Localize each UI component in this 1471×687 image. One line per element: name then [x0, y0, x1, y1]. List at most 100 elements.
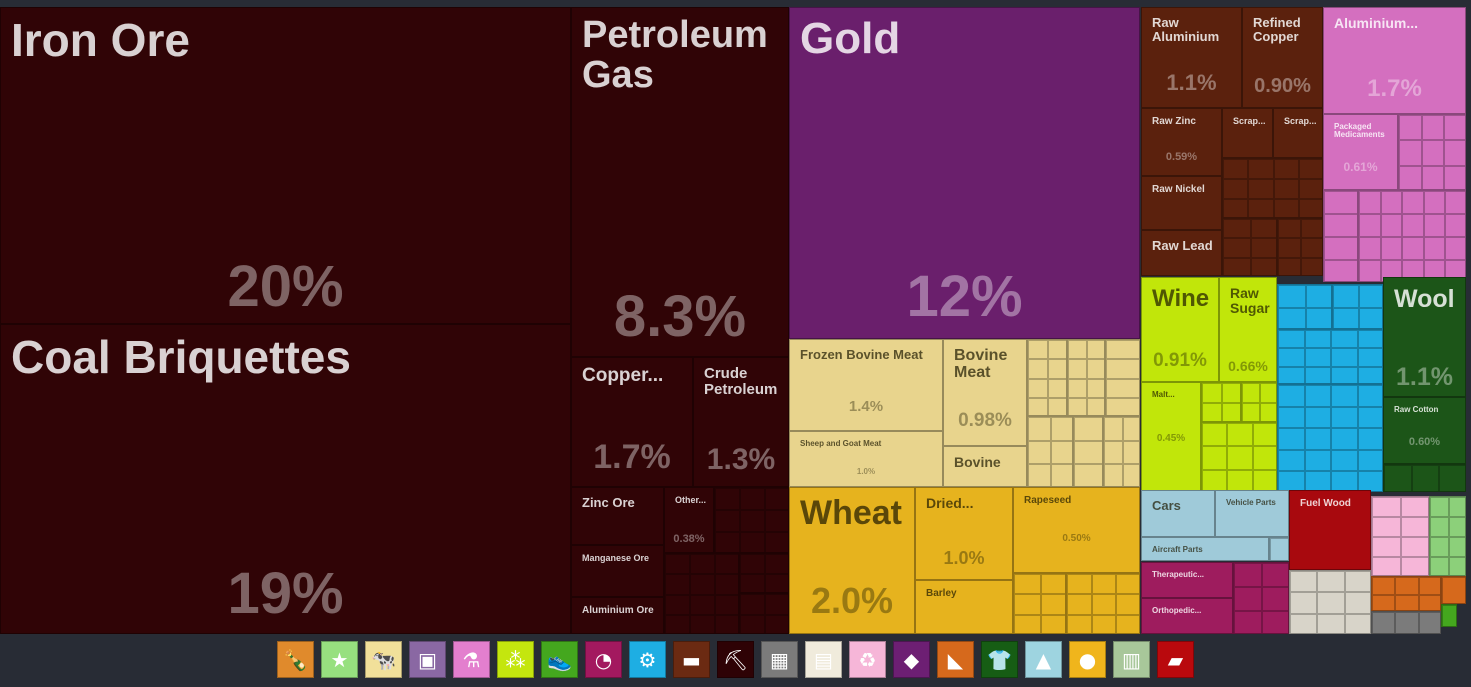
treemap-tile-dried[interactable]: Dried... 1.0%	[915, 487, 1013, 580]
treemap-tile-unlabeled[interactable]	[1073, 416, 1103, 487]
treemap-tile-unlabeled[interactable]	[1371, 576, 1441, 611]
treemap-tile-zinc-ore[interactable]: Zinc Ore	[571, 487, 664, 545]
treemap-tile-petroleum-gas[interactable]: Petroleum Gas 8.3%	[571, 7, 789, 357]
treemap-tile-unlabeled[interactable]	[1323, 190, 1358, 282]
treemap-tile-unlabeled[interactable]	[1222, 158, 1323, 218]
treemap-tile-unlabeled[interactable]	[1105, 339, 1140, 416]
treemap-tile-copper[interactable]: Copper... 1.7%	[571, 357, 693, 487]
treemap-tile-unlabeled[interactable]	[1066, 573, 1140, 634]
treemap-tile-unlabeled[interactable]	[1398, 114, 1466, 190]
treemap-subtile	[1304, 366, 1331, 383]
treemap-tile-scrap[interactable]: Scrap...	[1273, 108, 1323, 158]
treemap-tile-unlabeled[interactable]	[1269, 537, 1289, 561]
treemap-tile-wool[interactable]: Wool 1.1%	[1383, 277, 1466, 397]
tile-label: Vehicle Parts	[1226, 498, 1276, 507]
treemap-subtile	[1357, 385, 1382, 407]
treemap-tile-wheat[interactable]: Wheat 2.0%	[789, 487, 915, 634]
treemap-tile-other[interactable]: Other... 0.38%	[664, 487, 714, 553]
treemap-tile-unlabeled[interactable]	[1371, 611, 1441, 634]
treemap-tile-crude-petroleum[interactable]: Crude Petroleum 1.3%	[693, 357, 789, 487]
treemap-tile-raw-cotton[interactable]: Raw Cotton 0.60%	[1383, 397, 1466, 464]
treemap-tile-unlabeled[interactable]	[1441, 604, 1457, 627]
treemap-tile-bovine[interactable]: Bovine	[943, 446, 1027, 487]
treemap-tile-packaged-medicaments[interactable]: Packaged Medicaments 0.61%	[1323, 114, 1398, 190]
recycle-icon[interactable]: ♻	[849, 641, 886, 678]
treemap-tile-unlabeled[interactable]	[1027, 339, 1067, 416]
treemap-tile-aircraft-parts[interactable]: Aircraft Parts	[1141, 537, 1269, 561]
treemap-tile-raw-nickel[interactable]: Raw Nickel	[1141, 176, 1222, 230]
treemap-tile-unlabeled[interactable]	[1429, 496, 1466, 576]
treemap-tile-gold[interactable]: Gold 12%	[789, 7, 1140, 339]
treemap-tile-unlabeled[interactable]	[1103, 416, 1140, 487]
treemap-tile-frozen-bovine-meat[interactable]: Frozen Bovine Meat 1.4%	[789, 339, 943, 431]
treemap-tile-wine[interactable]: Wine 0.91%	[1141, 277, 1219, 382]
treemap-tile-cars[interactable]: Cars	[1141, 490, 1215, 537]
treemap-tile-bovine-meat[interactable]: Bovine Meat 0.98%	[943, 339, 1027, 446]
treemap-tile-scrap[interactable]: Scrap...	[1222, 108, 1273, 158]
treemap-tile-unlabeled[interactable]	[1013, 573, 1066, 634]
anvil-icon[interactable]: ▬	[673, 641, 710, 678]
scroll-icon[interactable]: ▤	[805, 641, 842, 678]
treemap-tile-fuel-wood[interactable]: Fuel Wood	[1289, 490, 1371, 570]
treemap-tile-unlabeled[interactable]	[1201, 422, 1277, 492]
treemap-tile-raw-aluminium[interactable]: Raw Aluminium 1.1%	[1141, 7, 1242, 108]
treemap-tile-unlabeled[interactable]	[1201, 382, 1241, 422]
treemap-tile-unlabeled[interactable]	[1383, 464, 1466, 492]
shirt-icon[interactable]: 👕	[981, 641, 1018, 678]
treemap-subtile	[1359, 214, 1381, 237]
treemap-tile-unlabeled[interactable]	[739, 553, 789, 593]
treemap-tile-unlabeled[interactable]	[1441, 576, 1466, 604]
gauge-icon[interactable]: ◔	[585, 641, 622, 678]
star-icon[interactable]: ★	[321, 641, 358, 678]
treemap-subtile	[1074, 464, 1102, 486]
picture-icon[interactable]: ▣	[409, 641, 446, 678]
treemap-tile-unlabeled[interactable]	[1277, 218, 1323, 276]
treemap-tile-iron-ore[interactable]: Iron Ore 20%	[0, 7, 571, 324]
treemap-tile-unlabeled[interactable]	[1371, 496, 1429, 576]
shoe-icon[interactable]: 👟	[541, 641, 578, 678]
treemap-tile-manganese-ore[interactable]: Manganese Ore	[571, 545, 664, 597]
treemap-tile-unlabeled[interactable]	[1277, 384, 1383, 492]
treemap-tile-unlabeled[interactable]	[714, 487, 789, 553]
treemap-tile-unlabeled[interactable]	[1222, 218, 1277, 276]
treemap-tile-unlabeled[interactable]	[1241, 382, 1277, 422]
fruit-icon[interactable]: ●	[1069, 641, 1106, 678]
treemap-tile-unlabeled[interactable]	[1358, 190, 1466, 282]
diamond-icon[interactable]: ◆	[893, 641, 930, 678]
building-icon[interactable]: ▥	[1113, 641, 1150, 678]
treemap-tile-therapeutic[interactable]: Therapeutic...	[1141, 562, 1233, 598]
treemap-tile-unlabeled[interactable]	[739, 593, 789, 634]
treemap-subtile	[1324, 260, 1357, 281]
treemap-tile-coal-briquettes[interactable]: Coal Briquettes 19%	[0, 324, 571, 634]
animal-icon[interactable]: 🐄	[365, 641, 402, 678]
treemap-tile-refined-copper[interactable]: Refined Copper 0.90%	[1242, 7, 1323, 108]
treemap-tile-unlabeled[interactable]	[1233, 562, 1289, 634]
treemap-tile-vehicle-parts[interactable]: Vehicle Parts	[1215, 490, 1289, 537]
flask-icon[interactable]: ⚗	[453, 641, 490, 678]
bottle-icon[interactable]: 🍾	[277, 641, 314, 678]
stone-icon[interactable]: ◣	[937, 641, 974, 678]
treemap-tile-raw-sugar[interactable]: Raw Sugar 0.66%	[1219, 277, 1277, 382]
treemap-tile-rapeseed[interactable]: Rapeseed 0.50%	[1013, 487, 1140, 573]
treemap-tile-unlabeled[interactable]	[1067, 339, 1105, 416]
treemap-tile-orthopedic[interactable]: Orthopedic...	[1141, 598, 1233, 634]
treemap-tile-aluminium-ore[interactable]: Aluminium Ore	[571, 597, 664, 634]
wheat-icon[interactable]: ⁂	[497, 641, 534, 678]
treemap-tile-aluminium[interactable]: Aluminium... 1.7%	[1323, 7, 1466, 114]
gears-icon[interactable]: ⚙	[629, 641, 666, 678]
box-icon[interactable]: ▦	[761, 641, 798, 678]
treemap-tile-unlabeled[interactable]	[1277, 284, 1332, 329]
treemap-tile-raw-lead[interactable]: Raw Lead	[1141, 230, 1222, 276]
treemap-tile-unlabeled[interactable]	[1289, 570, 1371, 634]
treemap-tile-unlabeled[interactable]	[1277, 329, 1383, 384]
road-icon[interactable]: ▲	[1025, 641, 1062, 678]
wood-icon[interactable]: ▰	[1157, 641, 1194, 678]
treemap-tile-sheep-and-goat-meat[interactable]: Sheep and Goat Meat 1.0%	[789, 431, 943, 487]
treemap-tile-raw-zinc[interactable]: Raw Zinc 0.59%	[1141, 108, 1222, 176]
treemap-tile-unlabeled[interactable]	[1027, 416, 1073, 487]
pickaxe-icon[interactable]: ⛏	[717, 641, 754, 678]
treemap-tile-unlabeled[interactable]	[1332, 284, 1383, 329]
treemap-tile-barley[interactable]: Barley	[915, 580, 1013, 634]
treemap-tile-malt[interactable]: Malt... 0.45%	[1141, 382, 1201, 492]
treemap-tile-unlabeled[interactable]	[664, 553, 739, 634]
